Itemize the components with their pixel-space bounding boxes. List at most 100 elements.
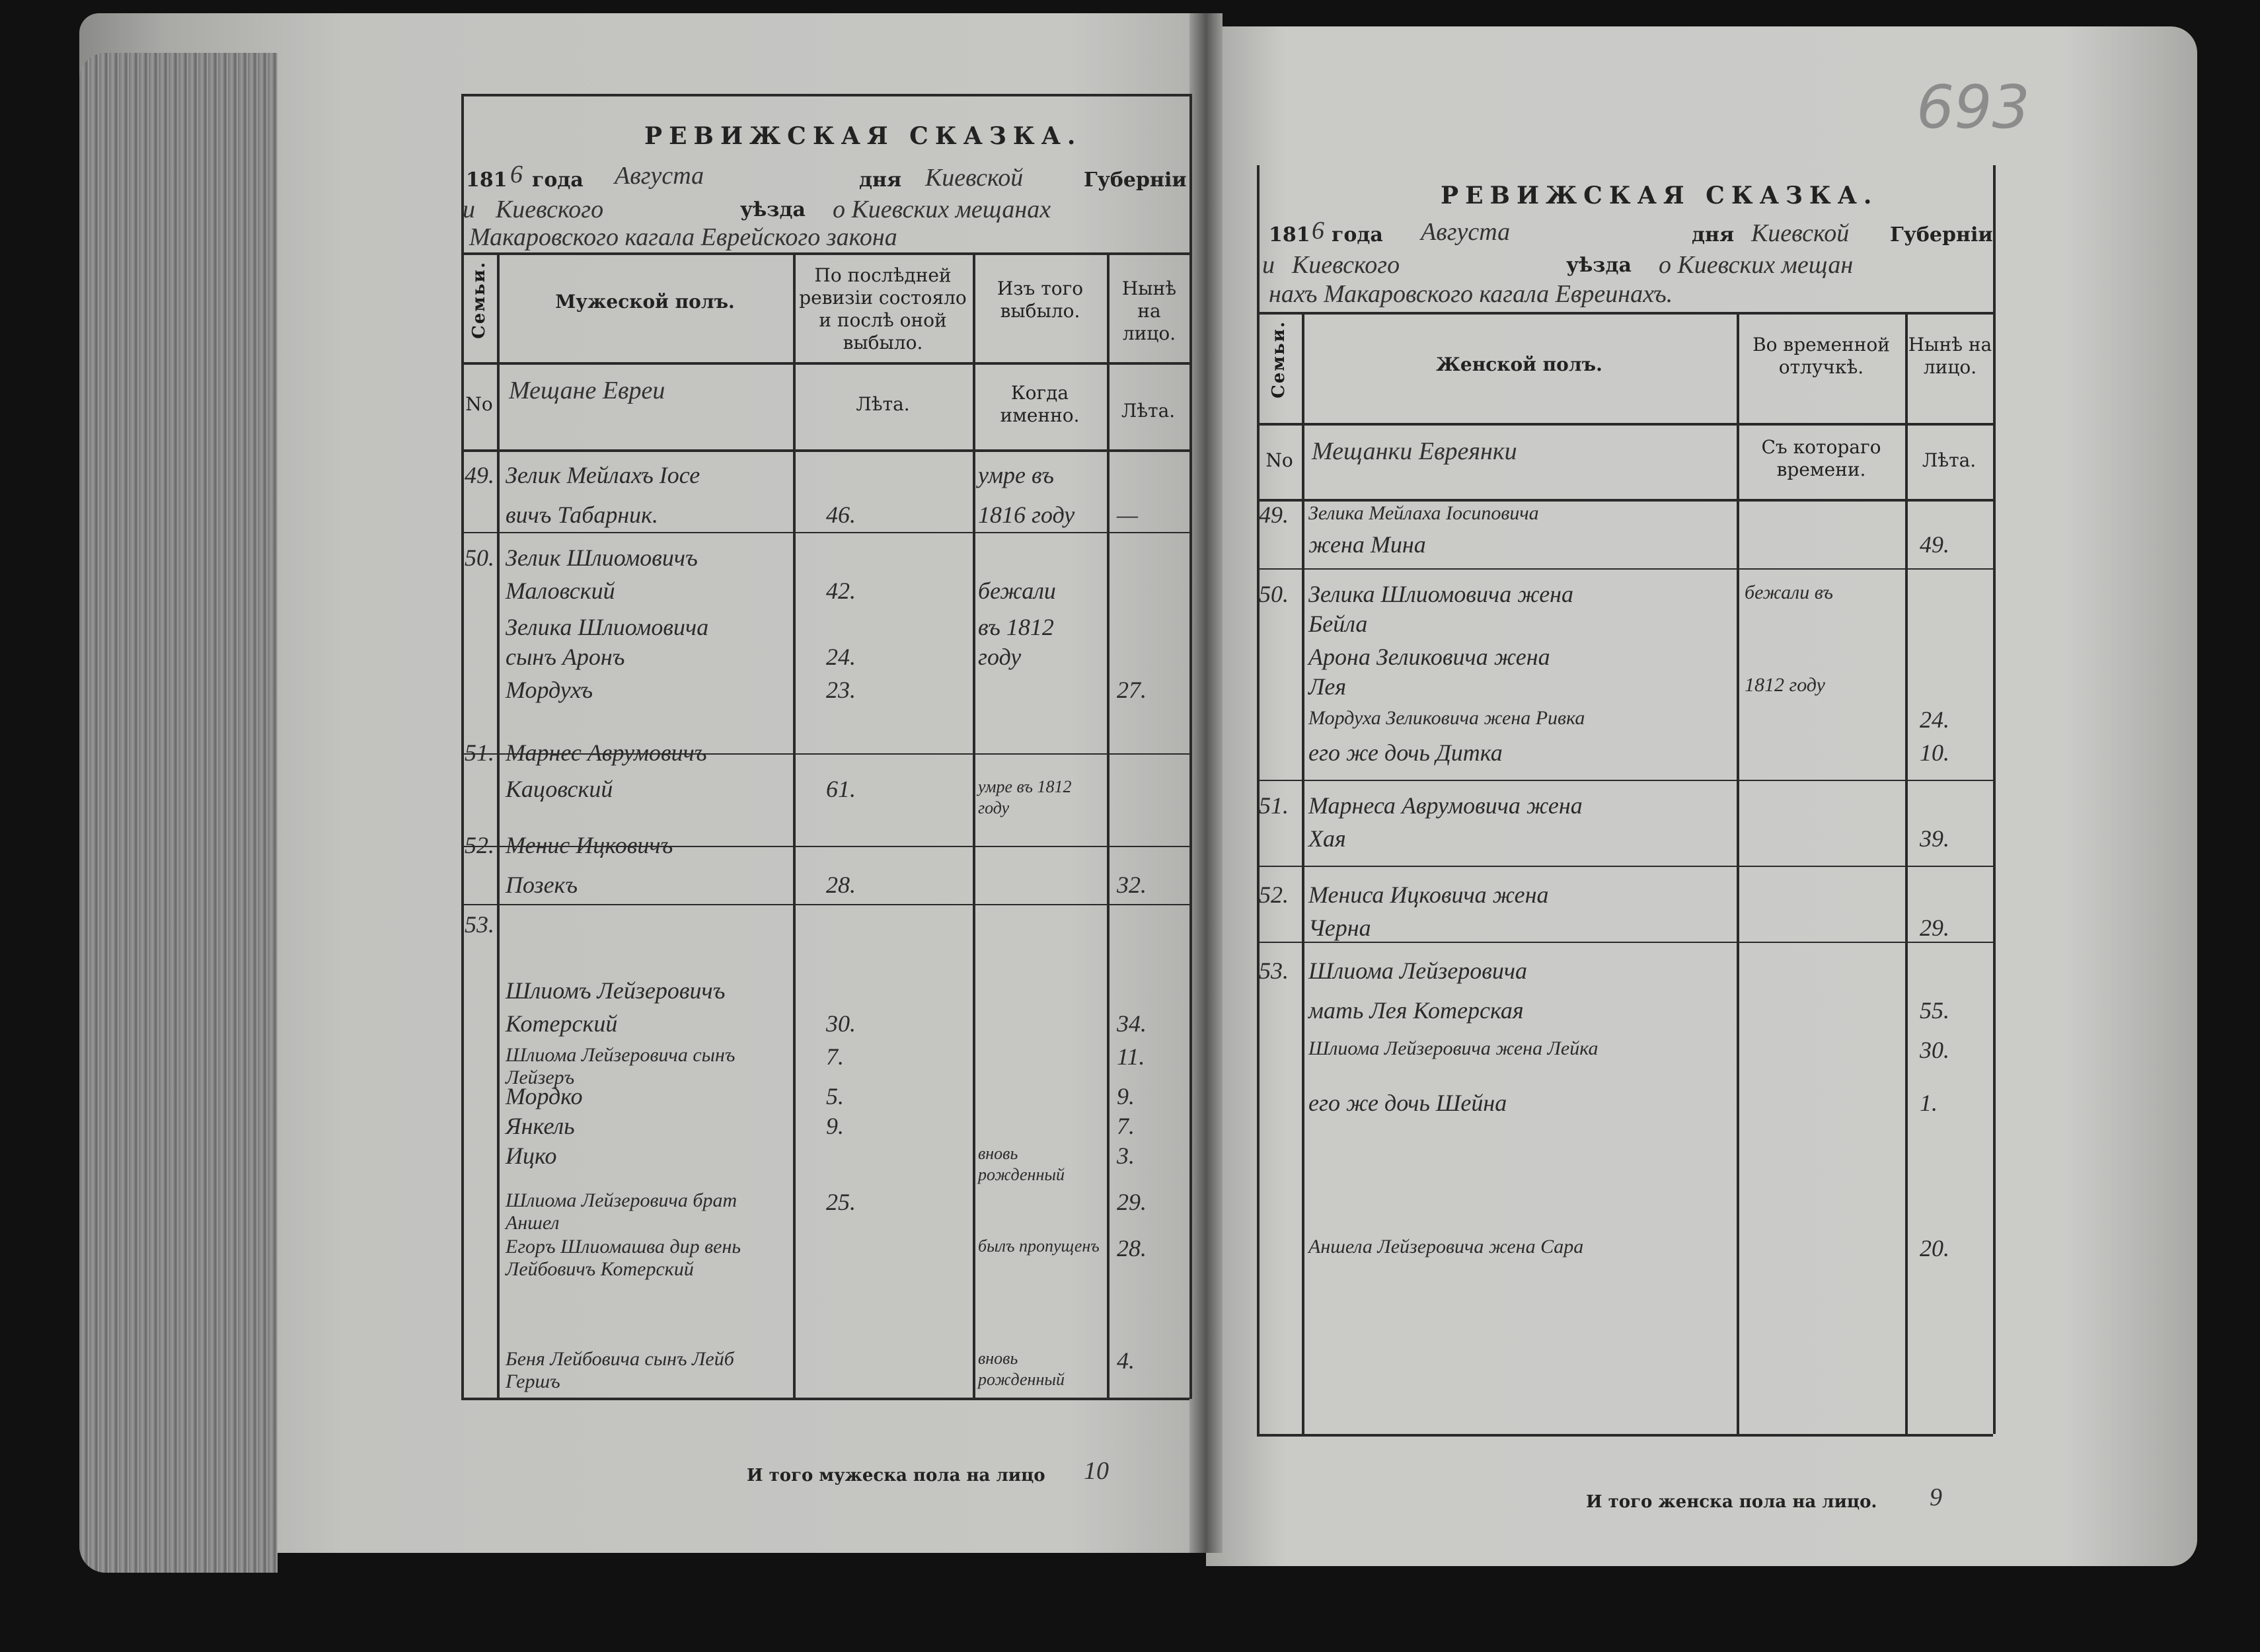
left-row-fam: 53. [465, 911, 494, 938]
total-value: 9 [1930, 1483, 1942, 1511]
left-row-name: Шлиомъ Лейзеровичъ [506, 977, 726, 1004]
right-row-now: 30. [1920, 1037, 1949, 1063]
year-suffix: 6 [1312, 217, 1324, 244]
header-when: Когда именно. [1000, 382, 1080, 426]
district: Киевского [1292, 251, 1400, 279]
right-row-name: Хая [1308, 825, 1346, 852]
province: Киевской [1751, 219, 1850, 247]
left-row-now: 4. [1117, 1347, 1135, 1374]
left-row-now: — [1117, 502, 1139, 528]
province: Киевской [925, 164, 1024, 192]
right-row-fam: 52. [1259, 882, 1289, 908]
form-title: РЕВИЖСКАЯ СКАЗКА. [1441, 182, 1879, 209]
left-row-when: умре въ [978, 462, 1054, 488]
left-row-now: 11. [1117, 1043, 1145, 1070]
header-age: Лѣта. [856, 393, 910, 415]
header-no: No [465, 393, 493, 415]
left-row-age: 46. [826, 502, 856, 528]
row-separator [1257, 568, 1993, 570]
left-row-name: Мордко [506, 1083, 583, 1109]
row-separator [461, 753, 1189, 755]
left-row-when: умре въ 1812 году [978, 777, 1072, 817]
left-row-age: 5. [826, 1083, 844, 1109]
left-row-when: вновь рожденный [978, 1349, 1065, 1389]
right-row-fam: 51. [1259, 792, 1289, 819]
left-row-when: былъ пропущенъ [978, 1236, 1100, 1256]
right-row-name: Зелика Мейлаха Iосиповича [1308, 502, 1539, 524]
left-row-now: 32. [1117, 872, 1147, 898]
left-row-age: 24. [826, 644, 856, 670]
right-row-name: жена Мина [1308, 531, 1426, 558]
left-row-name: Кацовский [506, 776, 613, 802]
day-label: дня [859, 169, 902, 192]
left-row-name: Шлиома Лейзеровича брат Аншел [506, 1189, 737, 1234]
district-prefix: и [1262, 251, 1275, 279]
right-row-now: 1. [1920, 1090, 1938, 1116]
left-row-name: Зелик Мейлахъ Iосе [506, 462, 700, 488]
header-last-revision: По послѣдней ревизіи состояло и послѣ он… [799, 264, 967, 354]
page-number: 693 [1916, 73, 2030, 142]
month: Августа [1421, 218, 1511, 246]
right-row-name: его же дочь Шейна [1308, 1090, 1507, 1116]
left-row-name: Янкель [506, 1113, 575, 1139]
right-row-now: 24. [1920, 706, 1949, 733]
month: Августа [615, 162, 704, 190]
left-row-now: 28. [1117, 1235, 1147, 1261]
right-row-name: Аншела Лейзеровича жена Сара [1308, 1236, 1584, 1258]
left-row-name: Ицко [506, 1143, 557, 1169]
left-row-name: Маловский [506, 578, 615, 604]
header-present: Нынѣ на лицо. [1121, 278, 1177, 344]
left-row-when: въ 1812 [978, 614, 1054, 640]
left-row-when: бежали [978, 578, 1056, 604]
province-label: Губерніи [1084, 169, 1187, 192]
left-row-name: Котерский [506, 1010, 618, 1037]
left-row-age: 42. [826, 578, 856, 604]
row-separator [1257, 942, 1993, 943]
form-title: РЕВИЖСКАЯ СКАЗКА. [644, 122, 1082, 150]
right-row-fam: 49. [1259, 502, 1289, 528]
header-left: Изъ того выбыло. [997, 278, 1084, 322]
right-row-name: его же дочь Дитка [1308, 739, 1503, 766]
row-separator [1257, 780, 1993, 781]
left-row-fam: 51. [465, 739, 494, 766]
left-row-age: 23. [826, 677, 856, 703]
right-row-absent: бежали въ [1745, 582, 1833, 603]
left-page [79, 13, 1203, 1573]
header-sex: Мужеской полъ. [555, 291, 735, 313]
year-prefix: 181 [466, 169, 508, 192]
right-row-now: 20. [1920, 1235, 1949, 1261]
district-label: уѣзда [1566, 254, 1632, 277]
left-row-name: Шлиома Лейзеровича сынъ Лейзеръ [506, 1044, 735, 1088]
left-row-now: 27. [1117, 677, 1147, 703]
header-present: Нынѣ на лицо. [1908, 334, 1992, 378]
row-separator [461, 846, 1189, 847]
left-row-fam: 50. [465, 544, 494, 571]
province-label: Губерніи [1890, 223, 1993, 246]
right-row-name: Черна [1308, 915, 1371, 941]
right-row-fam: 53. [1259, 957, 1289, 984]
header-no: No [1265, 449, 1293, 471]
right-row-name: Шлиома Лейзеровича [1308, 957, 1528, 984]
header-family: Семьи. [1269, 320, 1289, 398]
right-row-name: Арона Зеликовича жена [1308, 644, 1550, 670]
book-spine [1189, 13, 1223, 1553]
left-row-name: Егоръ Шлиомашва дир вень Лейбовичъ Котер… [506, 1236, 741, 1280]
right-row-now: 29. [1920, 915, 1949, 941]
left-row-fam: 52. [465, 832, 494, 858]
left-row-now: 34. [1117, 1010, 1147, 1037]
right-page [1206, 26, 2197, 1566]
right-row-now: 10. [1920, 739, 1949, 766]
community-line2: нахъ Макаровского кагала Евреинахъ. [1269, 280, 1673, 308]
header-present-age: Лѣта. [1922, 449, 1977, 471]
header-category: Мещанки Евреянки [1312, 437, 1517, 465]
right-row-now: 49. [1920, 531, 1949, 558]
left-row-when: 1816 году [978, 502, 1075, 528]
left-row-now: 29. [1117, 1189, 1147, 1215]
total-label: И того женска пола на лицо. [1586, 1492, 1877, 1512]
left-row-age: 61. [826, 776, 856, 802]
right-row-name: Марнеса Аврумовича жена [1308, 792, 1583, 819]
district-label: уѣзда [740, 198, 806, 221]
district-prefix: и [463, 196, 475, 223]
left-row-now: 9. [1117, 1083, 1135, 1109]
year-prefix: 181 [1269, 223, 1310, 246]
